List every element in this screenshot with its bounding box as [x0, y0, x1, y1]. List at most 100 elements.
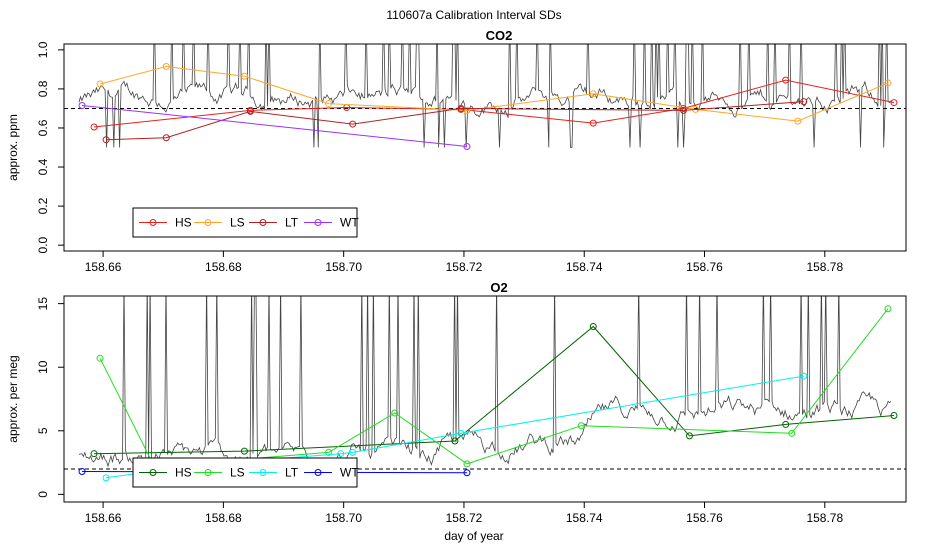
- o2-point-lt: [457, 429, 465, 437]
- co2-legend-marker-wt: [314, 219, 322, 226]
- co2-line-hs: [94, 79, 895, 128]
- o2-legend-marker-lt: [259, 469, 267, 476]
- co2-line-lt: [106, 101, 804, 141]
- co2-legend: HS LS LT WT: [132, 207, 359, 238]
- o2-x-tick-label: 158.70: [325, 511, 362, 525]
- o2-point-wt: [463, 469, 471, 477]
- co2-point-ls: [162, 62, 170, 70]
- o2-x-tick-label: 158.68: [205, 511, 242, 525]
- co2-plot-frame: [63, 43, 907, 252]
- o2-y-tick-label: 10: [36, 360, 50, 374]
- co2-point-lt: [800, 98, 808, 106]
- o2-point-hs: [451, 437, 459, 445]
- co2-panel-title: CO2: [486, 28, 513, 43]
- co2-legend-label-ls: LS: [230, 216, 245, 230]
- o2-point-ls: [325, 448, 333, 456]
- co2-point-lt: [162, 134, 170, 142]
- co2-legend-marker-lt: [259, 219, 267, 226]
- o2-legend-label-hs: HS: [175, 466, 192, 480]
- o2-panel: 158.66 158.68 158.70 158.72 158.74 158.76 158.…: [6, 280, 907, 525]
- figure-title: 110607a Calibration Interval SDs: [386, 8, 561, 22]
- co2-point-hs: [90, 123, 98, 131]
- co2-point-ls: [794, 117, 802, 125]
- co2-y-tick-label: 0.2: [36, 197, 50, 214]
- o2-point-ls: [577, 422, 585, 430]
- o2-point-hs: [685, 432, 693, 440]
- co2-y-tick-label: 1.0: [36, 41, 50, 58]
- o2-point-hs: [589, 323, 597, 331]
- co2-legend-label-wt: WT: [340, 216, 359, 230]
- co2-y-tick-label: 0.4: [36, 158, 50, 175]
- co2-point-lt: [457, 104, 465, 112]
- o2-point-ls: [788, 429, 796, 437]
- o2-x-tick-label: 158.66: [85, 511, 122, 525]
- o2-point-lt: [800, 372, 808, 380]
- o2-point-ls: [463, 460, 471, 468]
- o2-point-hs: [240, 447, 248, 455]
- co2-point-hs: [782, 76, 790, 84]
- o2-point-lt: [102, 474, 110, 482]
- co2-line-ls: [99, 65, 889, 122]
- o2-x-tick-label: 158.72: [446, 511, 483, 525]
- o2-y-axis-label: approx. per meg: [6, 355, 20, 442]
- co2-point-wt: [78, 102, 86, 110]
- co2-point-ls: [240, 72, 248, 80]
- co2-point-ls: [463, 106, 471, 114]
- co2-point-hs: [890, 99, 898, 107]
- co2-point-ls: [96, 80, 104, 88]
- co2-y-tick-label: 0.8: [36, 80, 50, 97]
- co2-x-tick-label: 158.66: [85, 260, 122, 274]
- o2-point-wt: [78, 467, 86, 475]
- co2-x-tick-label: 158.76: [686, 260, 723, 274]
- co2-point-lt: [102, 136, 110, 144]
- co2-x-tick-label: 158.74: [566, 260, 603, 274]
- o2-y-tick-label: 5: [36, 427, 50, 434]
- o2-legend-label-wt: WT: [340, 466, 359, 480]
- co2-line-wt: [81, 105, 468, 147]
- co2-x-tick-label: 158.72: [446, 260, 483, 274]
- co2-legend-label-lt: LT: [285, 216, 299, 230]
- o2-plot-frame: [63, 295, 907, 503]
- co2-point-lt: [246, 107, 254, 115]
- co2-y-tick-label: 0.0: [36, 236, 50, 253]
- co2-point-ls: [325, 100, 333, 108]
- co2-data-trace: [78, 44, 892, 148]
- o2-x-tick-label: 158.74: [566, 511, 603, 525]
- o2-point-ls: [96, 354, 104, 362]
- o2-panel-title: O2: [490, 280, 507, 295]
- co2-point-lt: [679, 106, 687, 114]
- co2-point-wt: [463, 143, 471, 151]
- co2-series-wt: [78, 102, 471, 151]
- o2-x-tick-label: 158.78: [806, 511, 843, 525]
- o2-legend-label-ls: LS: [230, 466, 245, 480]
- co2-series-ls: [96, 62, 892, 125]
- o2-data-trace: [78, 296, 892, 478]
- o2-legend: HS LS LT WT: [132, 457, 359, 488]
- o2-series-hs: [90, 323, 898, 458]
- co2-x-tick-label: 158.70: [325, 260, 362, 274]
- o2-legend-marker-hs: [149, 469, 157, 476]
- o2-x-tick-label: 158.76: [686, 511, 723, 525]
- co2-series-lt: [102, 98, 808, 144]
- o2-y-tick-label: 0: [36, 491, 50, 498]
- x-axis-label: day of year: [444, 529, 503, 543]
- o2-point-hs: [782, 420, 790, 428]
- o2-point-lt: [349, 448, 357, 456]
- o2-point-ls: [391, 409, 399, 417]
- co2-x-tick-label: 158.68: [205, 260, 242, 274]
- o2-point-hs: [890, 412, 898, 420]
- o2-legend-label-lt: LT: [285, 466, 299, 480]
- o2-point-lt: [337, 450, 345, 458]
- co2-legend-label-hs: HS: [175, 216, 192, 230]
- co2-point-ls: [589, 90, 597, 98]
- o2-legend-marker-ls: [204, 469, 212, 476]
- co2-point-lt: [349, 120, 357, 128]
- co2-panel: 158.66 158.68 158.70 158.72 158.74 158.76 158.…: [6, 28, 907, 274]
- co2-y-tick-label: 0.6: [36, 119, 50, 136]
- co2-legend-marker-hs: [149, 219, 157, 226]
- co2-x-tick-label: 158.78: [806, 260, 843, 274]
- co2-point-ls: [884, 79, 892, 87]
- o2-line-hs: [94, 325, 895, 455]
- o2-legend-marker-wt: [314, 469, 322, 476]
